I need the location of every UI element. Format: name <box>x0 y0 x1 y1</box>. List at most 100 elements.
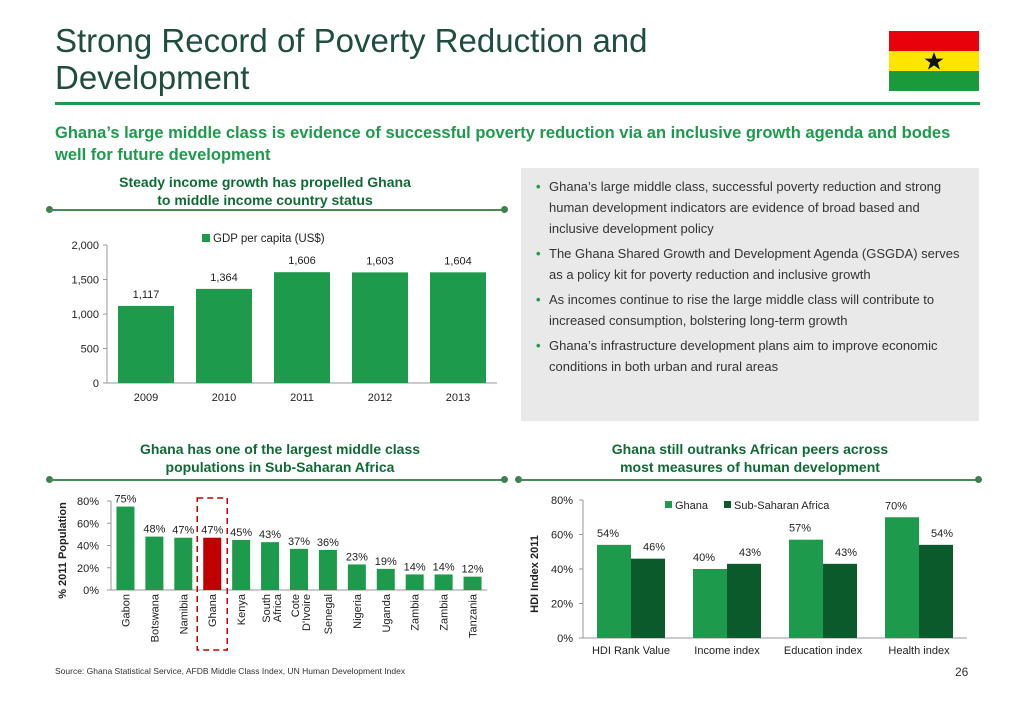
bar <box>463 576 482 590</box>
data-label: 46% <box>643 542 665 554</box>
x-tick-label: Botswana <box>149 593 161 642</box>
data-label: 75% <box>114 494 136 506</box>
panel3-title: Ghana still outranks African peers acros… <box>560 440 940 476</box>
bar <box>274 272 330 383</box>
x-tick-label: Kenya <box>236 593 248 625</box>
x-tick-label-word: Cote <box>290 594 302 617</box>
x-tick-label-word: Namibia <box>178 593 190 634</box>
highlight-box <box>196 497 228 651</box>
bullet-item: Ghana’s infrastructure development plans… <box>536 335 965 377</box>
data-label: 36% <box>317 537 339 549</box>
data-label: 19% <box>375 556 397 568</box>
x-tick-label-word: Zambia <box>410 593 422 631</box>
data-label: 37% <box>288 536 310 548</box>
legend-swatch-ghana <box>665 501 672 508</box>
title-line-1: Strong Record of Poverty Reduction and <box>55 22 648 59</box>
hdi-chart: 0% 20% 40% 60% 80% HDI Index 2011 54% 46% HDI Ra… <box>529 495 967 657</box>
x-tick-label: 2009 <box>134 392 158 404</box>
panel2-rule-dot-right <box>501 476 508 483</box>
bullet-item: As incomes continue to rise the large mi… <box>536 289 965 331</box>
page-subtitle: Ghana’s large middle class is evidence o… <box>55 124 951 164</box>
y-axis-title: % 2011 Population <box>57 502 69 599</box>
data-label: 1,603 <box>366 255 394 267</box>
panel2-title-line-1: Ghana has one of the largest middle clas… <box>139 441 421 457</box>
bar <box>174 537 193 590</box>
bar <box>430 272 486 383</box>
bar <box>352 272 408 383</box>
x-tick-label: Gabon <box>120 594 132 627</box>
data-label: 57% <box>789 523 811 535</box>
title-line-2: Development <box>55 59 250 96</box>
bar <box>405 574 424 590</box>
bullet-item: Ghana’s large middle class, successful p… <box>536 176 965 239</box>
bullet-panel: Ghana’s large middle class, successful p… <box>521 168 979 421</box>
data-label: 70% <box>885 500 907 512</box>
data-label: 47% <box>172 525 194 537</box>
x-tick-label-word: Nigeria <box>352 593 364 629</box>
x-tick-label: CoteD'Ivoire <box>290 594 313 631</box>
y-tick-label: 0% <box>83 585 99 597</box>
panel1-rule-dot-right <box>501 206 508 213</box>
data-label: 1,604 <box>444 255 472 267</box>
x-tick-label: 2012 <box>368 392 392 404</box>
panel2-title-line-2: populations in Sub-Saharan Africa <box>165 459 395 475</box>
data-label: 1,606 <box>288 255 316 267</box>
x-tick-label: Income index <box>694 645 760 657</box>
panel1-rule <box>50 208 505 211</box>
data-label: 23% <box>346 551 368 563</box>
legend-label-ghana: Ghana <box>675 500 709 512</box>
data-label: 12% <box>462 564 484 576</box>
panel2-rule-dot-left <box>46 476 53 483</box>
data-label: 43% <box>739 547 761 559</box>
x-tick-label: Nigeria <box>352 593 364 629</box>
panel3-rule <box>519 478 979 481</box>
data-label: 40% <box>693 552 715 564</box>
bar-ssa <box>823 563 857 638</box>
x-tick-label-word: Gabon <box>120 594 132 627</box>
y-tick-label: 60% <box>551 530 573 542</box>
panel2-rule <box>50 478 505 481</box>
y-tick-label: 0 <box>93 378 99 390</box>
x-tick-label-word: South <box>261 594 273 623</box>
highlight-bar <box>203 537 222 590</box>
panel3-title-line-2: most measures of human development <box>620 459 880 475</box>
bar-ghana <box>885 517 919 638</box>
legend-label-ssa: Sub-Saharan Africa <box>734 500 830 512</box>
data-label: 1,117 <box>133 289 160 301</box>
y-tick-label: 20% <box>77 563 99 575</box>
x-tick-label: 2010 <box>212 392 236 404</box>
bar-ghana <box>789 539 823 638</box>
y-tick-label: 500 <box>81 344 99 356</box>
y-tick-label: 1,000 <box>71 309 99 321</box>
panel1-rule-dot-left <box>46 206 53 213</box>
y-tick-label: 2,000 <box>71 240 99 252</box>
bar-ghana <box>597 544 631 638</box>
bar <box>347 564 366 590</box>
x-tick-label: Zambia <box>439 593 451 631</box>
data-label: 1,364 <box>210 272 238 284</box>
bar <box>290 548 308 590</box>
legend-swatch <box>202 234 210 242</box>
y-tick-label: 40% <box>77 541 99 553</box>
data-label: 14% <box>404 561 426 573</box>
bar <box>261 542 280 590</box>
x-tick-label: Tanzania <box>468 593 480 638</box>
x-tick-label: Namibia <box>178 593 190 634</box>
x-tick-label: Uganda <box>381 593 393 632</box>
x-tick-label: Senegal <box>323 594 335 634</box>
data-label: 45% <box>230 527 252 539</box>
panel3-title-line-1: Ghana still outranks African peers acros… <box>611 441 889 457</box>
y-tick-label: 80% <box>77 496 99 508</box>
y-tick-label: 40% <box>551 564 573 576</box>
bar <box>318 549 337 590</box>
x-tick-label: HDI Rank Value <box>592 645 670 657</box>
bullet-list: Ghana’s large middle class, successful p… <box>521 168 979 377</box>
bar <box>116 506 135 590</box>
data-label: 48% <box>143 524 165 536</box>
x-tick-label: SouthAfrica <box>261 593 284 623</box>
ghana-flag-icon <box>889 31 979 91</box>
x-tick-label-word: Tanzania <box>468 593 480 638</box>
x-tick-label: 2013 <box>446 392 470 404</box>
data-label: 54% <box>931 528 953 540</box>
x-tick-label: Ghana <box>207 593 219 627</box>
